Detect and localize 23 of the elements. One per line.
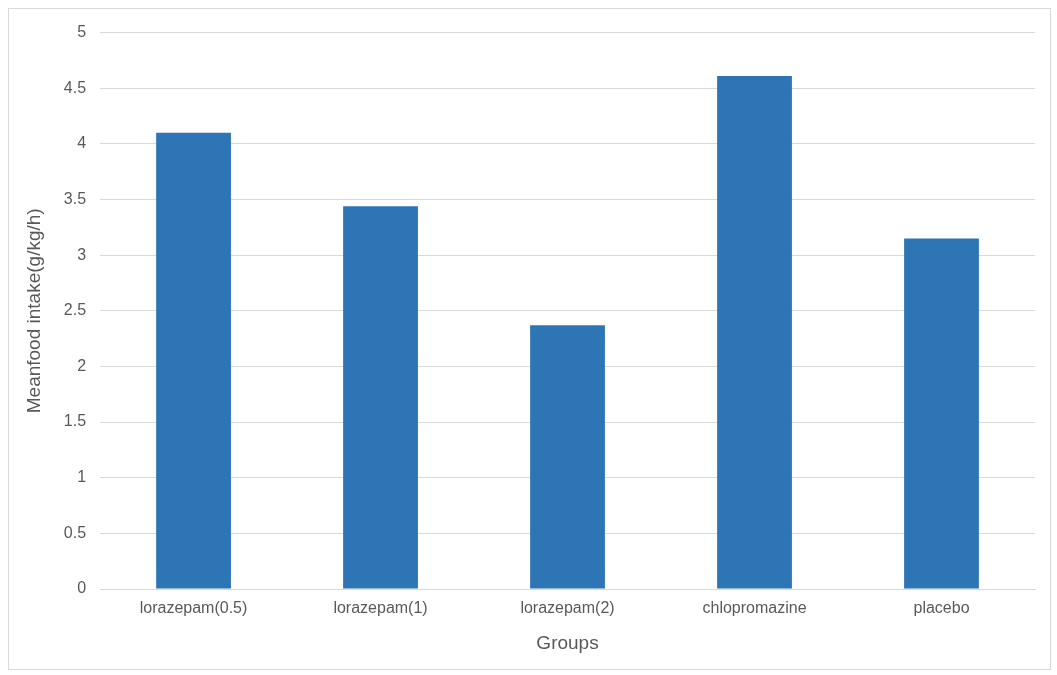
x-tick-label: placebo	[913, 599, 970, 617]
x-tick-label: chlopromazine	[702, 599, 807, 617]
bar	[343, 206, 418, 589]
x-tick-label: lorazepam(2)	[520, 599, 615, 617]
y-tick-label: 2.5	[63, 301, 87, 319]
bar	[156, 132, 231, 589]
y-tick-label: 4.5	[63, 78, 87, 96]
y-tick-label: 0	[77, 579, 87, 597]
x-tick-label: lorazepam(0.5)	[139, 599, 248, 617]
x-axis-title: Groups	[536, 631, 599, 653]
y-tick-label: 1.5	[63, 412, 87, 430]
x-tick-label: lorazepam(1)	[333, 599, 428, 617]
y-tick-label: 1	[77, 468, 87, 486]
y-axis-title: Meanfood intake(g/kg/h)	[22, 208, 44, 414]
y-tick-label: 5	[77, 23, 87, 41]
y-tick-label: 2	[77, 356, 87, 374]
y-tick-label: 0.5	[63, 523, 87, 541]
bar	[717, 76, 792, 589]
y-tick-label: 4	[77, 134, 87, 152]
y-tick-label: 3.5	[63, 189, 87, 207]
bar	[530, 325, 605, 589]
bar	[904, 238, 979, 589]
y-tick-label: 3	[77, 245, 87, 263]
